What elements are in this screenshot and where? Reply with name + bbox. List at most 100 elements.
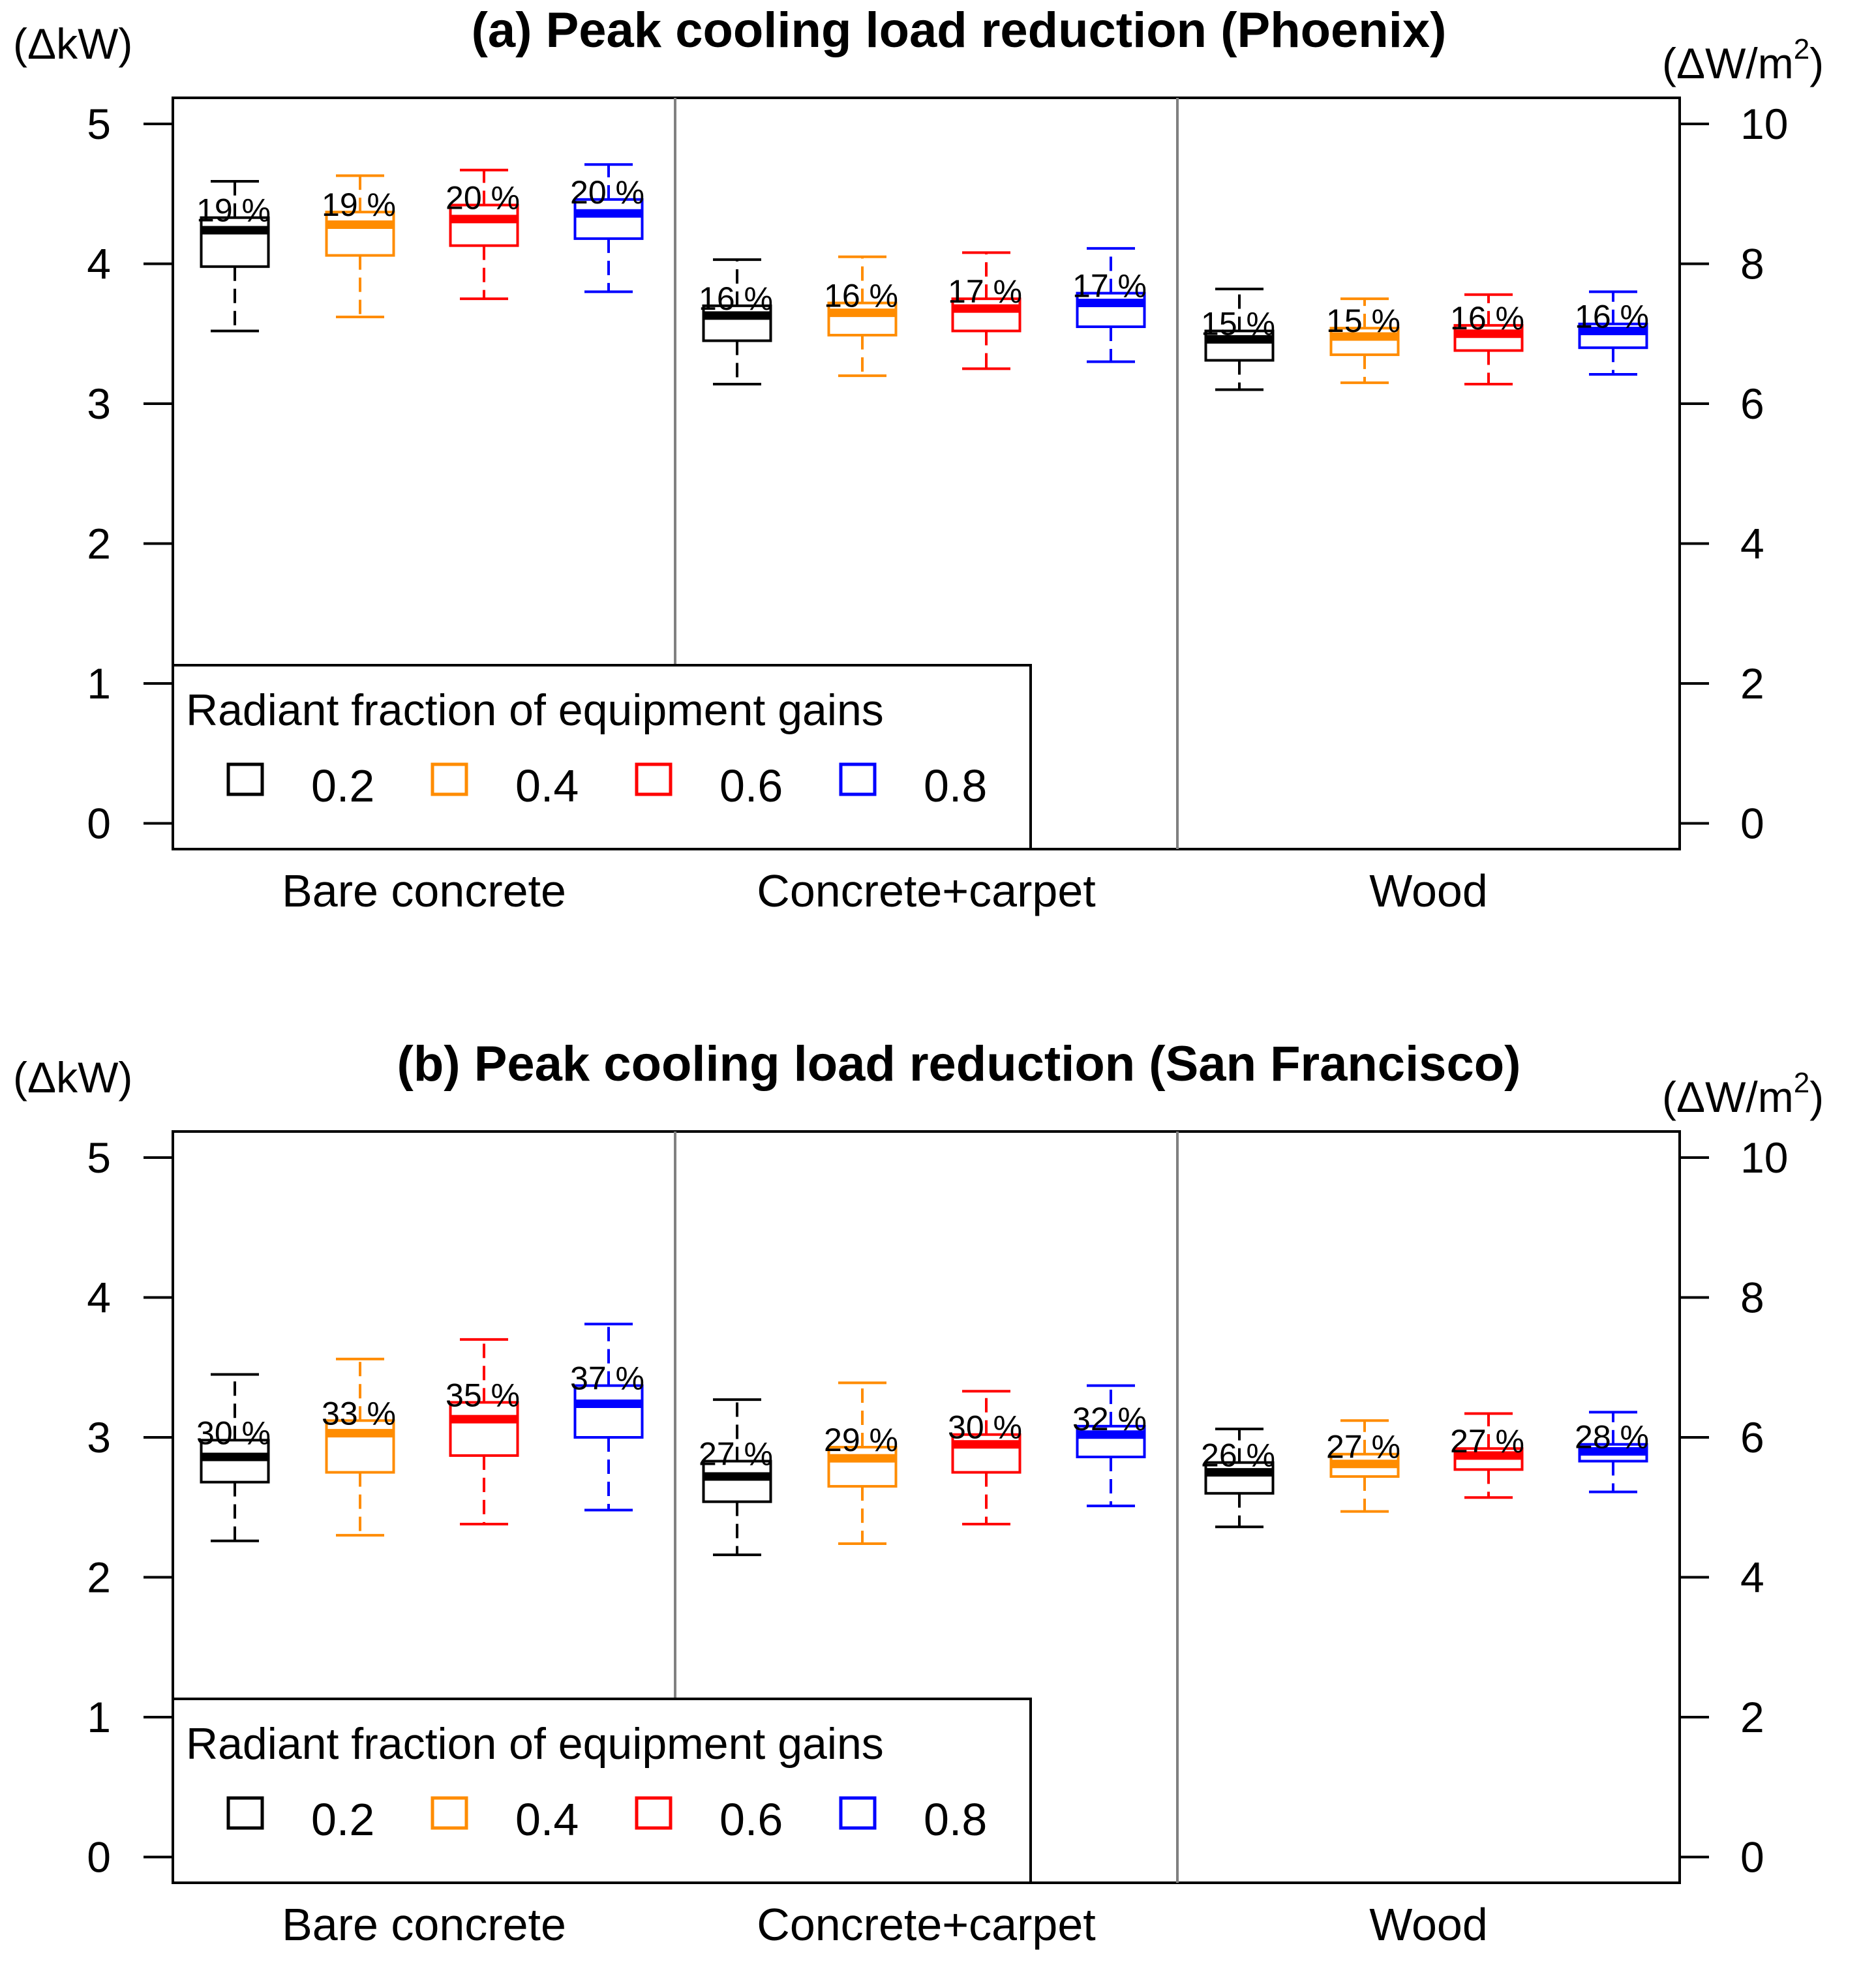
legend-entry-label: 0.2 (311, 760, 374, 811)
panel-b: (b) Peak cooling load reduction (San Fra… (13, 1036, 1824, 1950)
percent-label: 30 % (948, 1409, 1022, 1446)
percent-label: 17 % (1072, 268, 1147, 305)
panel-a: (a) Peak cooling load reduction (Phoenix… (13, 3, 1824, 916)
chart-title: (b) Peak cooling load reduction (San Fra… (397, 1036, 1521, 1092)
box-iqr (449, 1401, 519, 1457)
y-tick-right-label: 6 (1740, 380, 1764, 428)
percent-label: 16 % (1450, 300, 1524, 337)
legend-swatch (431, 762, 468, 796)
boxplot: 20 % (446, 168, 520, 301)
percent-label: 15 % (1326, 303, 1400, 339)
boxplot: 19 % (322, 174, 396, 319)
legend-swatch (635, 762, 673, 796)
box-iqr (573, 198, 644, 240)
category-label: Concrete+carpet (757, 1899, 1095, 1950)
percent-label: 27 % (1326, 1429, 1400, 1465)
y-tick-left-label: 1 (87, 659, 111, 708)
boxplot: 17 % (948, 251, 1022, 370)
y-axis-right-label: (ΔW/m2) (1662, 33, 1824, 87)
percent-label: 27 % (1450, 1423, 1524, 1460)
y-axis-left-label: (ΔkW) (13, 20, 132, 68)
percent-label: 19 % (196, 192, 271, 229)
legend-swatch (839, 1796, 877, 1830)
y-tick-right-label: 4 (1740, 520, 1764, 568)
box-iqr (1204, 1461, 1275, 1495)
legend-box (172, 664, 1032, 850)
y-axis-left-label: (ΔkW) (13, 1053, 132, 1101)
box-iqr (325, 211, 395, 257)
y-tick-left-label: 0 (87, 1833, 111, 1881)
category-label: Bare concrete (282, 865, 566, 916)
percent-label: 32 % (1072, 1401, 1147, 1437)
y-tick-left-label: 5 (87, 100, 111, 148)
legend-entry-label: 0.4 (515, 760, 579, 811)
y-tick-left-label: 5 (87, 1133, 111, 1182)
y-tick-right-label: 10 (1740, 100, 1788, 148)
legend-swatch (431, 1796, 468, 1830)
boxplot: 30 % (948, 1390, 1022, 1525)
legend-swatch (839, 762, 877, 796)
percent-label: 16 % (1575, 299, 1649, 335)
y-axis-right-label-close: ) (1809, 39, 1824, 87)
box-iqr (573, 1384, 644, 1439)
percent-label: 20 % (446, 179, 520, 216)
boxplot: 20 % (570, 163, 644, 293)
boxplot: 32 % (1072, 1384, 1147, 1508)
category-label: Concrete+carpet (757, 865, 1095, 916)
percent-label: 30 % (196, 1415, 271, 1451)
legend: Radiant fraction of equipment gains 0.2 0.… (172, 1698, 1032, 1884)
boxplot: 37 % (570, 1323, 644, 1512)
y-tick-left-label: 1 (87, 1693, 111, 1741)
percent-label: 15 % (1201, 305, 1275, 342)
legend-entry-label: 0.6 (719, 760, 783, 811)
box-iqr (200, 216, 270, 268)
boxplot: 15 % (1201, 288, 1275, 391)
y-tick-right-label: 6 (1740, 1413, 1764, 1461)
boxplot: 19 % (196, 179, 271, 333)
boxplot: 16 % (699, 258, 773, 385)
percent-label: 37 % (570, 1360, 644, 1397)
y-tick-left-label: 4 (87, 240, 111, 288)
box-iqr (449, 203, 519, 247)
boxplot: 35 % (446, 1338, 520, 1525)
y-axis-right-label-main: (ΔW/m (1662, 39, 1794, 87)
y-tick-left-label: 2 (87, 520, 111, 568)
y-axis-right-label: (ΔW/m2) (1662, 1067, 1824, 1121)
legend-title: Radiant fraction of equipment gains (186, 685, 884, 735)
legend: Radiant fraction of equipment gains 0.2 0.… (172, 664, 1032, 850)
boxplot: 27 % (1326, 1419, 1400, 1513)
percent-label: 35 % (446, 1377, 520, 1413)
box-iqr (702, 1460, 772, 1503)
boxplot: 29 % (824, 1381, 898, 1546)
y-tick-right-label: 10 (1740, 1133, 1788, 1182)
legend-entry-label: 0.6 (719, 1794, 783, 1845)
y-tick-right-label: 0 (1740, 800, 1764, 848)
percent-label: 28 % (1575, 1419, 1649, 1456)
legend-entry-label: 0.8 (924, 1794, 987, 1845)
boxplot: 16 % (824, 255, 898, 378)
y-axis-right-label-close: ) (1809, 1073, 1824, 1121)
y-tick-left-label: 4 (87, 1274, 111, 1322)
boxplot: 30 % (196, 1373, 271, 1542)
y-tick-left-label: 3 (87, 1413, 111, 1461)
percent-label: 16 % (699, 280, 773, 317)
legend-title: Radiant fraction of equipment gains (186, 1719, 884, 1769)
y-axis-right-label-main: (ΔW/m (1662, 1073, 1794, 1121)
legend-swatch (635, 1796, 673, 1830)
percent-label: 20 % (570, 174, 644, 211)
percent-label: 27 % (699, 1435, 773, 1472)
boxplot: 28 % (1575, 1411, 1649, 1493)
category-label: Wood (1369, 1899, 1488, 1950)
boxplot: 27 % (1450, 1412, 1524, 1499)
legend-box (172, 1698, 1032, 1884)
y-tick-left-label: 3 (87, 380, 111, 428)
y-tick-right-label: 4 (1740, 1553, 1764, 1602)
boxplot: 16 % (1575, 290, 1649, 376)
y-tick-right-label: 2 (1740, 659, 1764, 708)
box-iqr (827, 301, 898, 337)
boxplot: 27 % (699, 1398, 773, 1557)
legend-entry-label: 0.4 (515, 1794, 579, 1845)
chart-title: (a) Peak cooling load reduction (Phoenix… (472, 3, 1447, 58)
legend-swatch (226, 762, 264, 796)
